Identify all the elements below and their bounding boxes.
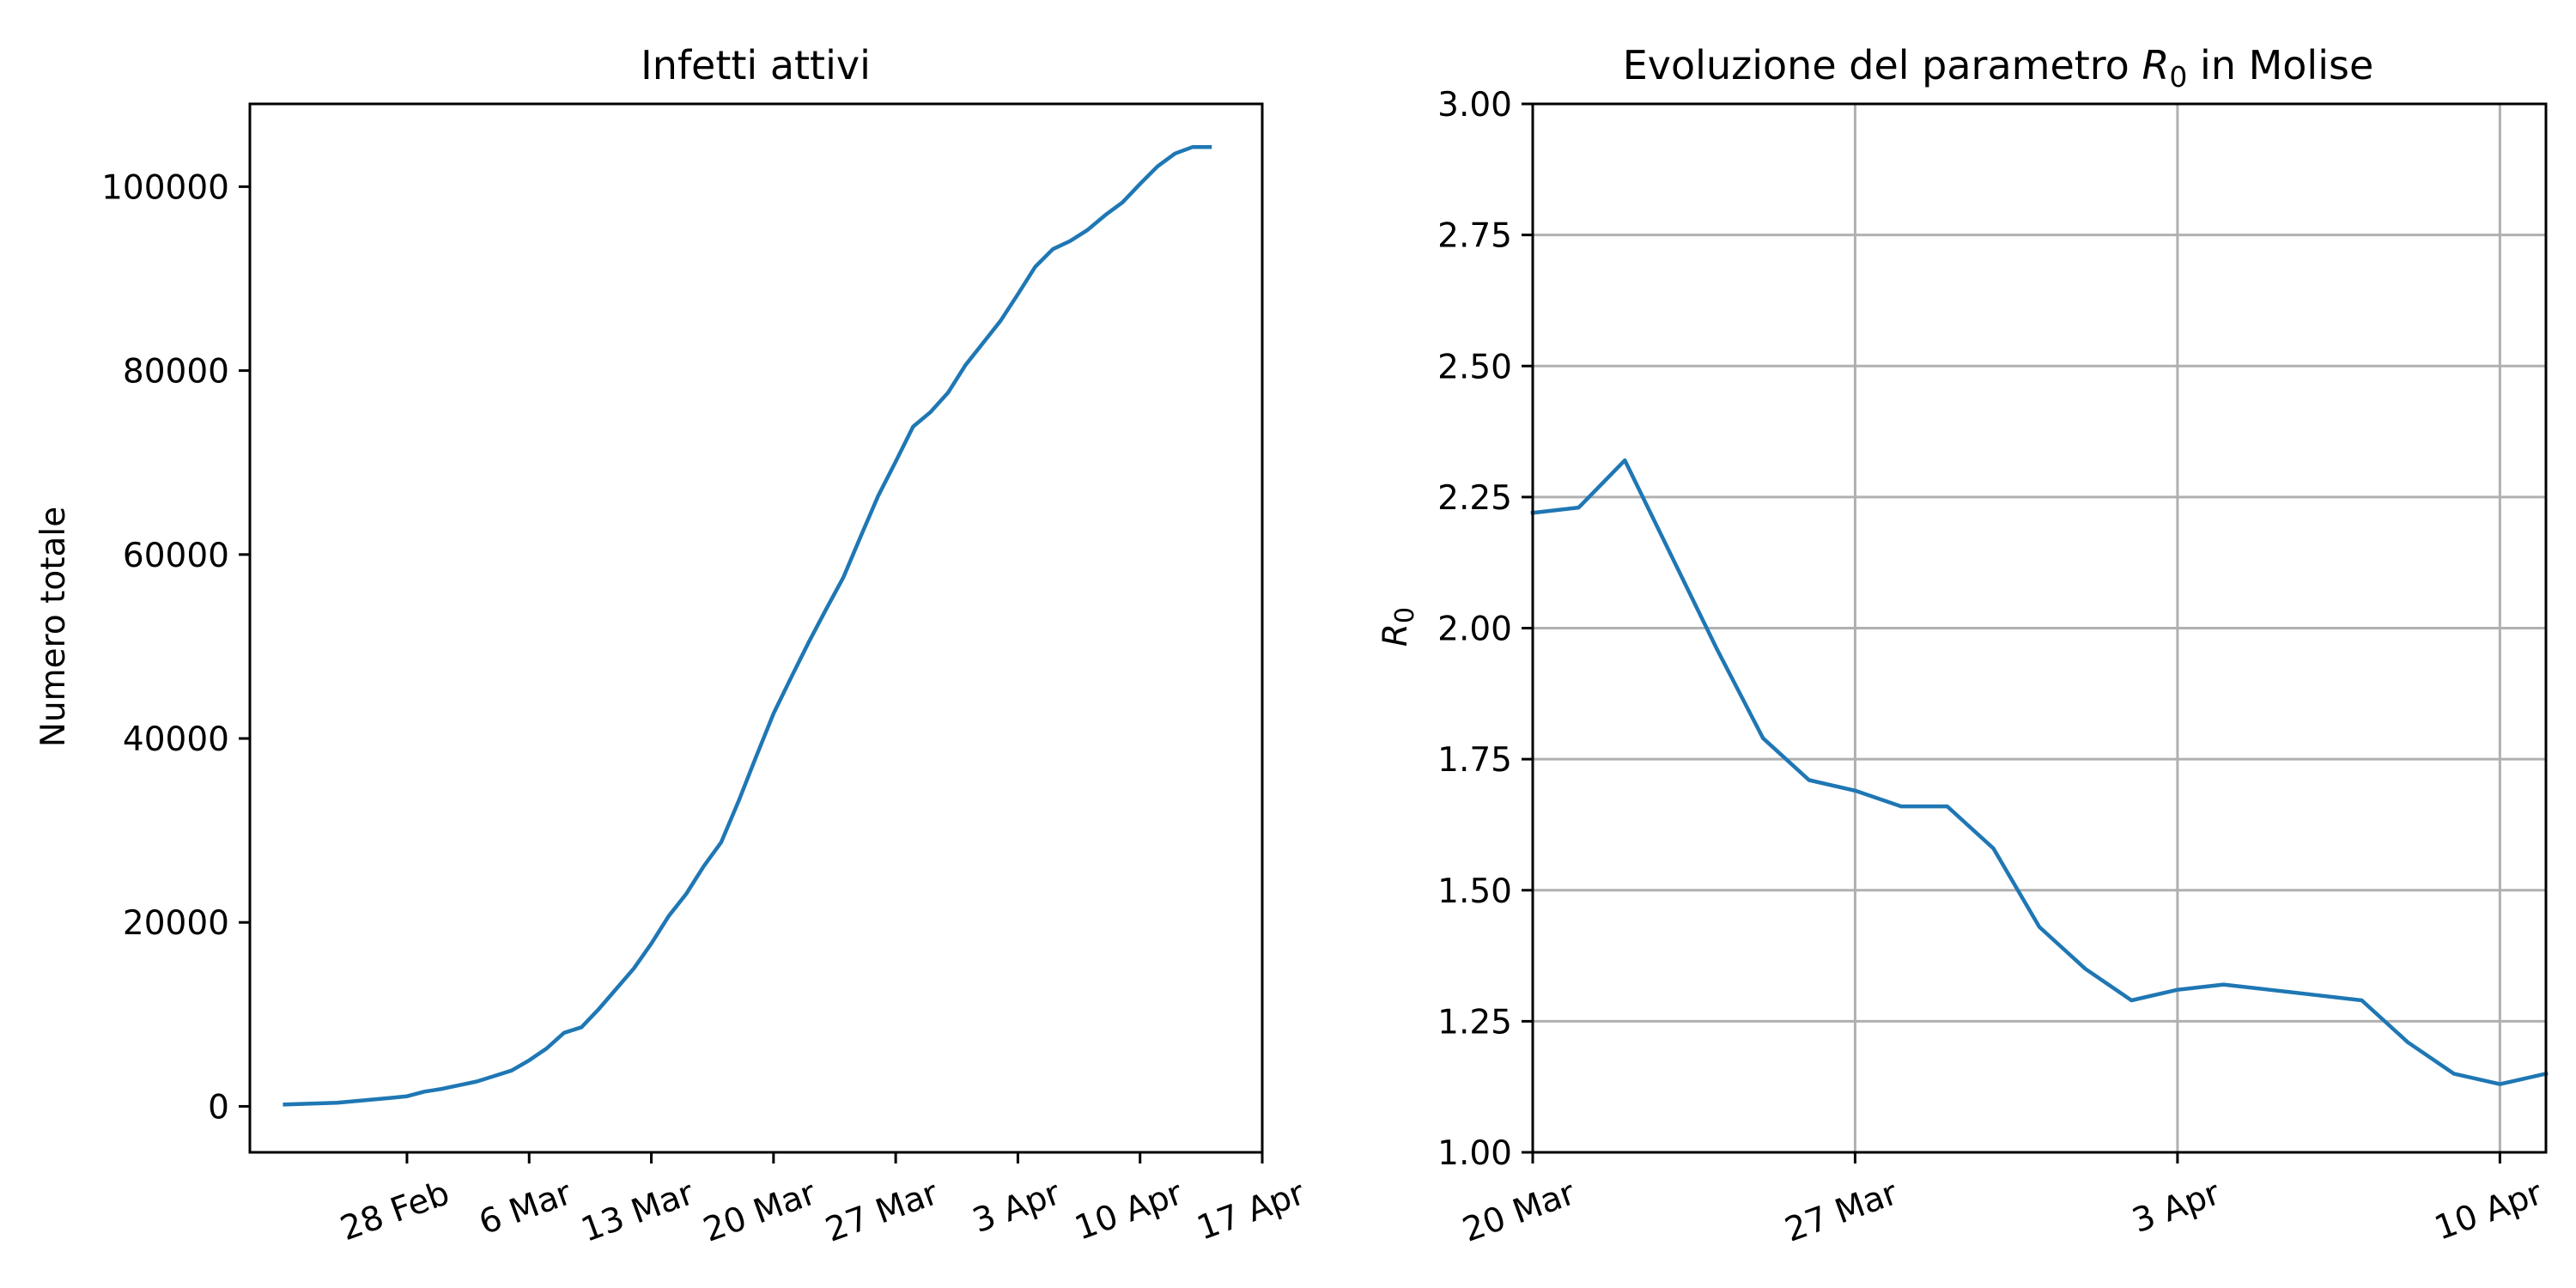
y-tick-label: 100000 xyxy=(101,168,229,207)
y-tick-label: 1.25 xyxy=(1437,1003,1512,1042)
series xyxy=(1530,458,2549,1086)
y-tick-label: 2.00 xyxy=(1437,611,1512,649)
chart-title: Infetti attivi xyxy=(641,42,871,88)
y-axis: 0 20000 40000 60000 80000 100000 xyxy=(101,168,250,1127)
chart-title: Evoluzione del parametro R0 in Molise xyxy=(1623,42,2374,94)
y-tick-label: 2.75 xyxy=(1437,217,1512,256)
y-tick-label: 3.00 xyxy=(1437,86,1512,125)
series-line xyxy=(283,145,1212,1107)
series xyxy=(283,145,1212,1107)
y-tick-label: 40000 xyxy=(123,720,229,759)
y-axis: 1.00 1.25 1.50 1.75 2.00 2.25 2.50 2.75 3.00 xyxy=(1437,86,1533,1173)
y-tick-label: 60000 xyxy=(123,537,229,575)
y-tick-label: 1.50 xyxy=(1437,872,1512,911)
plot-frame xyxy=(248,102,1264,1154)
svg-text:Numero totale: Numero totale xyxy=(34,507,73,747)
y-tick-label: 20000 xyxy=(123,904,229,943)
y-tick-label: 1.00 xyxy=(1437,1134,1512,1173)
y-axis-label: R0 xyxy=(1376,607,1420,647)
y-tick-label: 1.75 xyxy=(1437,741,1512,780)
y-tick-label: 80000 xyxy=(123,353,229,392)
svg-text:R0: R0 xyxy=(1376,607,1420,647)
y-tick-label: 2.50 xyxy=(1437,348,1512,386)
series-line xyxy=(1530,458,2549,1086)
y-tick-label: 0 xyxy=(208,1088,229,1127)
y-tick-label: 2.25 xyxy=(1437,479,1512,518)
y-axis-label: Numero totale xyxy=(34,507,73,747)
chart-r0-molise: Evoluzione del parametro R0 in Molise R0… xyxy=(1376,42,2549,1250)
